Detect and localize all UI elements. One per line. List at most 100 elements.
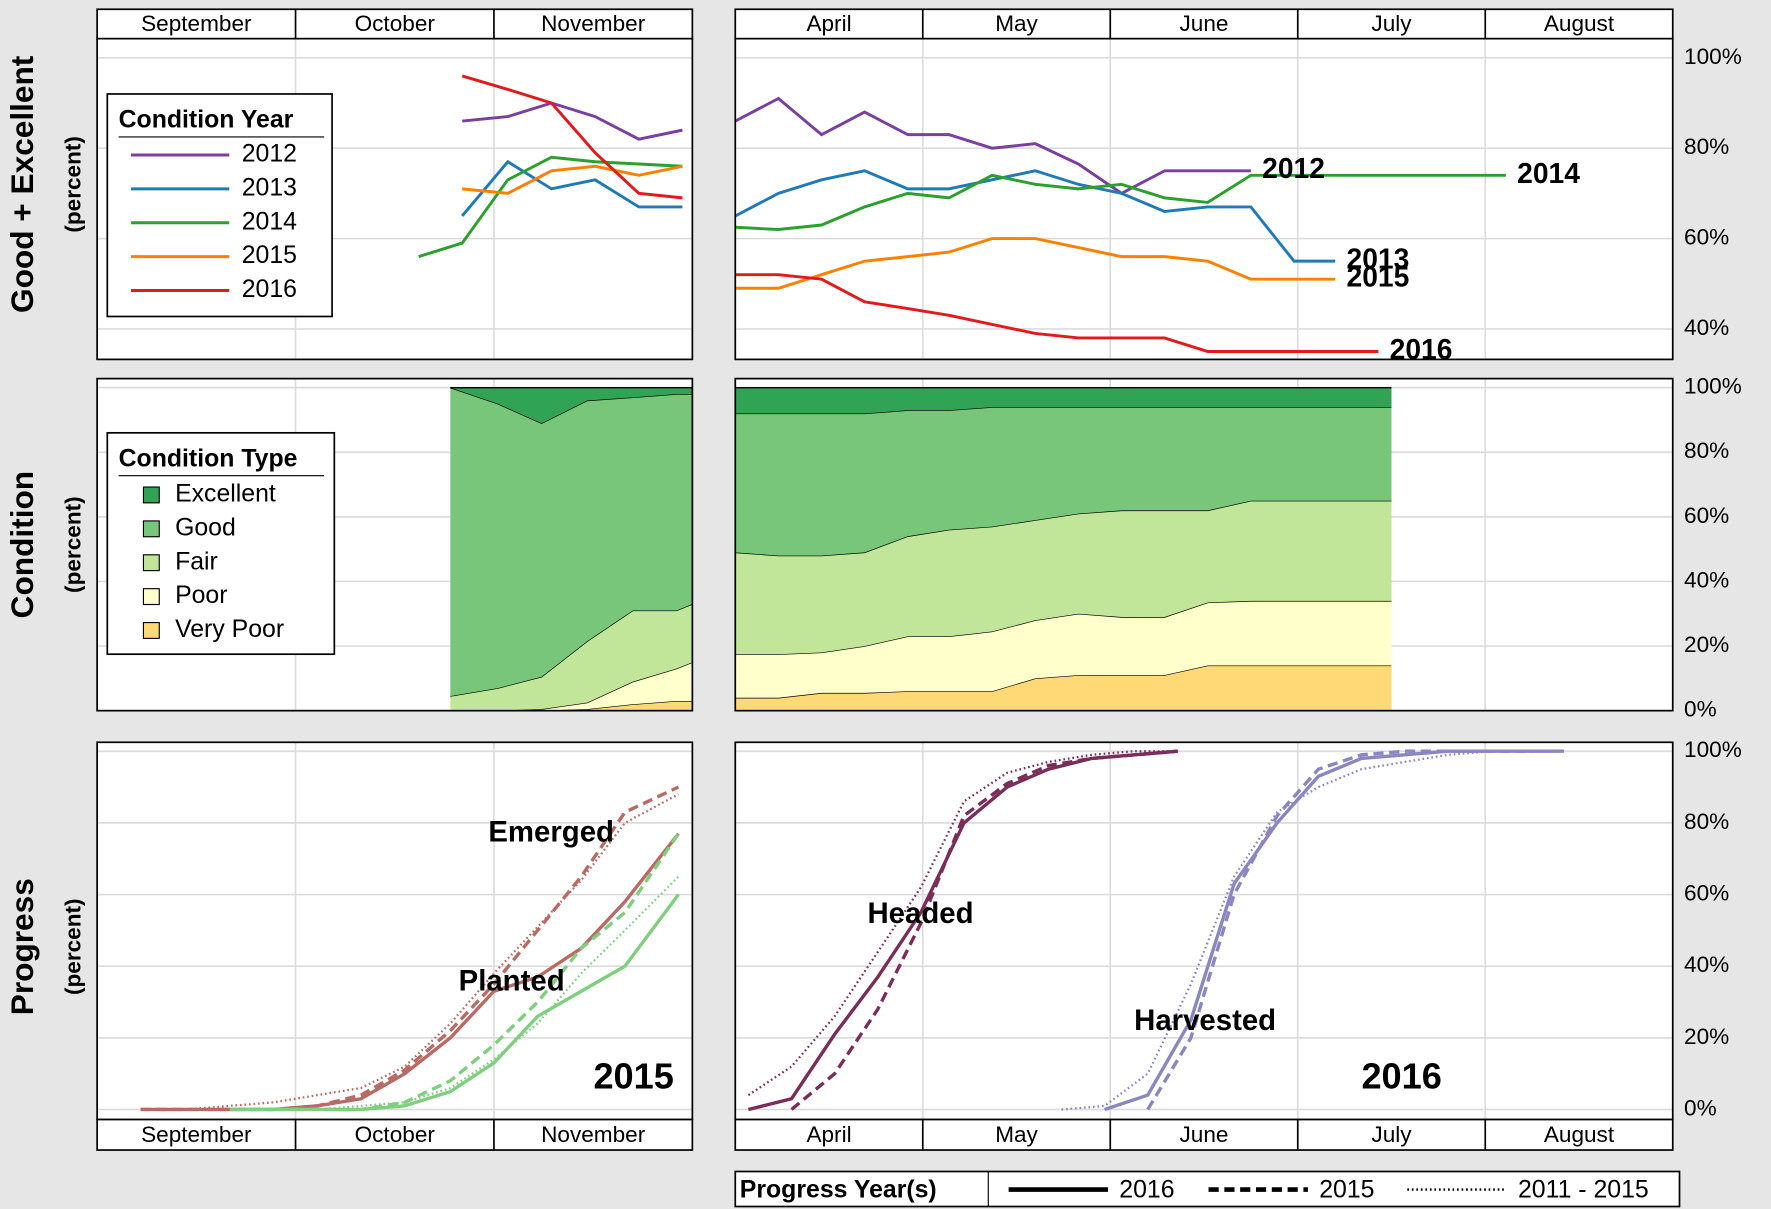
legend: Condition Type Excellent Good Fair Poor Very … — [106, 431, 336, 656]
plot-area — [735, 38, 1673, 360]
area — [450, 604, 693, 711]
plot-border — [96, 377, 694, 712]
line — [462, 164, 683, 195]
legend-swatch — [142, 588, 160, 606]
area — [450, 387, 693, 697]
month-strip — [734, 1118, 1674, 1151]
line — [735, 173, 1506, 231]
month-label: August — [1544, 1122, 1615, 1147]
legend-box — [734, 1170, 1681, 1208]
end-label: 2015 — [1347, 261, 1410, 293]
legend-title: Progress Year(s) — [740, 1176, 937, 1203]
line — [735, 273, 1379, 353]
area — [735, 500, 1392, 655]
legend-label: 2013 — [242, 174, 297, 201]
row-title: Progress — [4, 878, 40, 1015]
y-tick-label: 60% — [1684, 503, 1729, 528]
legend-box — [106, 93, 333, 318]
legend-title: Condition Year — [119, 107, 294, 134]
month-label: November — [541, 1122, 646, 1147]
line — [461, 159, 683, 217]
row-subtitle: (percent) — [61, 496, 86, 593]
month-label: October — [355, 1122, 436, 1147]
legend-swatch — [142, 486, 160, 504]
progress-line — [747, 750, 1178, 1097]
progress-line — [747, 749, 1178, 1112]
area — [735, 387, 1392, 414]
month-strip — [96, 1118, 694, 1151]
legend-label: Poor — [175, 582, 227, 609]
month-label: November — [541, 11, 646, 36]
line — [461, 74, 683, 200]
line — [735, 237, 1336, 290]
legend-title: Condition Type — [119, 445, 298, 472]
progress-line — [790, 749, 1178, 1111]
progress-line — [140, 785, 680, 1112]
month-label: October — [355, 11, 436, 36]
legend-label: Fair — [175, 548, 218, 575]
progress-line — [1104, 749, 1564, 1112]
legend-swatch — [142, 520, 160, 538]
group-label: Headed — [867, 897, 973, 930]
area — [450, 662, 693, 711]
season-label: 2015 — [593, 1055, 673, 1096]
plot-area — [97, 742, 693, 1120]
month-strip — [734, 8, 1674, 40]
month-label: April — [806, 1122, 851, 1147]
group-label: Emerged — [488, 816, 614, 849]
plot-content — [450, 386, 693, 711]
panel: Planted Emerged 2015 September October Novemb… — [96, 741, 694, 1151]
month-label: August — [1544, 11, 1615, 36]
month-strip — [96, 8, 694, 40]
legend-label: 2016 — [242, 276, 297, 303]
progress-line — [1146, 749, 1535, 1111]
legend-label: Good — [175, 514, 236, 541]
season-label: 2016 — [1361, 1055, 1441, 1096]
panel: 0% 20% 40% 60% 80% 100% — [734, 374, 1742, 722]
legend-label: 2015 — [242, 242, 297, 269]
area — [735, 665, 1392, 711]
legend-swatch — [142, 622, 160, 639]
month-label: May — [995, 11, 1038, 36]
y-tick-label: 0% — [1684, 697, 1717, 722]
month-label: April — [806, 11, 851, 36]
legend-label: 2012 — [242, 141, 297, 168]
legend: Progress Year(s) 2016 2015 2011 - 2015 — [734, 1170, 1681, 1208]
progress-line — [230, 875, 680, 1111]
y-tick-label: 100% — [1684, 737, 1742, 762]
area — [450, 700, 693, 711]
legend-label: 2015 — [1319, 1176, 1374, 1203]
end-label: 2013 — [1347, 243, 1410, 275]
month-label: July — [1371, 1122, 1412, 1147]
progress-line — [1061, 750, 1535, 1111]
y-tick-label: 20% — [1684, 1024, 1729, 1049]
plot-border — [734, 377, 1674, 712]
line — [462, 101, 683, 141]
area — [450, 387, 693, 424]
y-tick-label: 40% — [1684, 567, 1729, 592]
row-title: Good + Excellent — [4, 55, 40, 313]
plot-area — [735, 742, 1673, 1120]
legend-label: 2014 — [242, 208, 297, 235]
y-tick-label: 60% — [1684, 881, 1729, 906]
y-tick-label: 80% — [1684, 809, 1729, 834]
line — [735, 96, 1251, 196]
month-label: July — [1371, 11, 1412, 36]
row-subtitle: (percent) — [61, 898, 86, 995]
line — [418, 155, 683, 259]
y-tick-label: 60% — [1684, 225, 1729, 250]
plot-content — [140, 785, 680, 1112]
legend-box — [106, 431, 336, 656]
month-label: September — [141, 11, 252, 36]
group-label: Planted — [459, 965, 565, 998]
panel: 0% 20% 40% 60% 80% 100% Headed Harvested 2016 Apr… — [734, 737, 1742, 1151]
legend-label: Excellent — [175, 481, 276, 508]
y-tick-label: 40% — [1684, 315, 1729, 340]
plot-content — [747, 749, 1564, 1112]
month-label: June — [1180, 11, 1229, 36]
y-tick-label: 100% — [1684, 374, 1742, 399]
legend-swatch — [142, 554, 160, 572]
y-tick-label: 20% — [1684, 632, 1729, 657]
